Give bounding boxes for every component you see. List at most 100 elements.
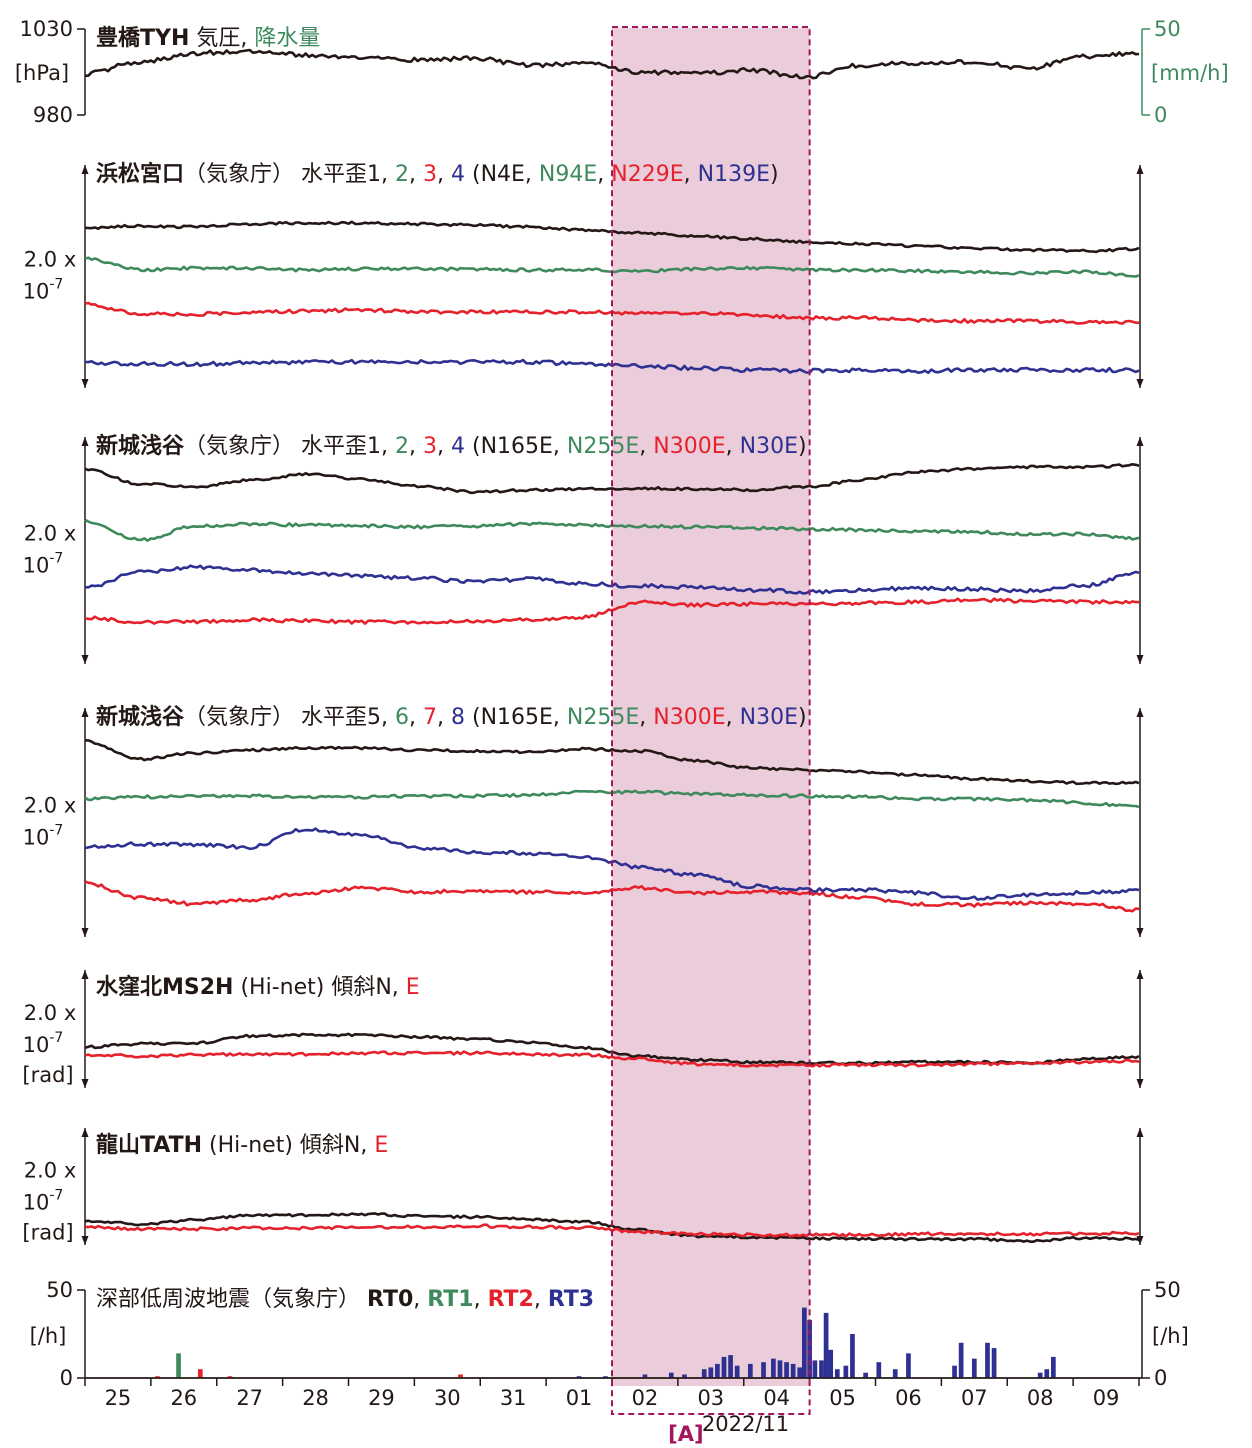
event-bar	[771, 1358, 776, 1378]
panel-7	[155, 1307, 1056, 1378]
title-part: （気象庁） 水平歪1,	[184, 434, 395, 459]
title-part: (N165E,	[465, 705, 567, 730]
scale-exponent-label: 10-7	[23, 551, 64, 578]
title-part: ,	[437, 434, 451, 459]
scale-label: 2.0 x	[24, 1001, 77, 1025]
title-part: ,	[437, 162, 451, 187]
event-bar	[715, 1363, 720, 1378]
title-part: N94E	[539, 162, 597, 187]
left-tick-label: 0	[60, 1366, 73, 1390]
event-bar	[797, 1367, 803, 1378]
event-bar	[728, 1355, 733, 1378]
title-part: 新城浅谷	[96, 433, 185, 459]
event-bar	[176, 1353, 181, 1378]
scale-exponent-label: 10-7	[23, 1030, 64, 1057]
event-bar	[747, 1363, 753, 1378]
title-part: (Hi-net) 傾斜N,	[233, 975, 405, 1000]
highlight-fill	[612, 28, 810, 1386]
arrow-head-down	[1136, 379, 1144, 388]
series-line-red	[84, 1050, 1140, 1068]
right-tick-label: 0	[1154, 1366, 1167, 1390]
panel-3-labels: 新城浅谷（気象庁） 水平歪1, 2, 3, 4 (N165E, N255E, N…	[23, 433, 807, 577]
scale-label: 2.0 x	[24, 1159, 77, 1183]
event-bar	[197, 1369, 203, 1378]
arrow-head-down	[1136, 655, 1144, 664]
event-bar	[668, 1372, 674, 1378]
title-part: (N4E,	[465, 162, 539, 187]
title-part: )	[798, 705, 807, 730]
panel-title: 浜松宮口（気象庁） 水平歪1, 2, 3, 4 (N4E, N94E, N229…	[96, 161, 779, 187]
title-part: (N165E,	[465, 434, 567, 459]
title-part: ,	[409, 705, 423, 730]
left-unit: [hPa]	[15, 61, 69, 85]
panel-title: 新城浅谷（気象庁） 水平歪1, 2, 3, 4 (N165E, N255E, N…	[96, 433, 807, 459]
arrow-head-down	[1136, 1079, 1144, 1088]
event-bar	[1051, 1356, 1056, 1378]
panel-2-labels: 浜松宮口（気象庁） 水平歪1, 2, 3, 4 (N4E, N94E, N229…	[23, 161, 779, 303]
left-tick-label: 50	[46, 1278, 73, 1302]
title-part: 3	[423, 162, 437, 187]
arrow-head-up	[1136, 437, 1144, 446]
event-bar	[834, 1369, 840, 1378]
title-part: ,	[684, 162, 698, 187]
title-part: （気象庁） 水平歪5,	[184, 705, 395, 730]
event-bar	[1037, 1372, 1043, 1378]
title-part: ,	[726, 705, 740, 730]
event-bar	[876, 1362, 882, 1378]
title-part: 8	[451, 705, 465, 730]
left-tick-label: 1030	[20, 17, 73, 41]
arrow-head-down	[81, 1079, 89, 1088]
event-bar	[802, 1307, 807, 1378]
arrow-head-down	[81, 655, 89, 664]
event-bar	[603, 1376, 608, 1378]
arrow-head-down	[81, 1236, 89, 1245]
event-bar	[682, 1374, 687, 1378]
title-part: ,	[639, 705, 653, 730]
x-tick-label: 05	[829, 1386, 856, 1410]
event-bar	[828, 1349, 834, 1378]
title-part: 浜松宮口	[96, 161, 184, 187]
event-bar	[892, 1369, 898, 1378]
arrow-head-down	[1136, 1236, 1144, 1245]
title-part: 龍山TATH	[96, 1132, 202, 1158]
title-part: )	[770, 162, 779, 187]
event-bar	[155, 1376, 160, 1378]
highlight-band	[612, 28, 810, 1386]
panel-1	[85, 48, 1140, 80]
title-part: )	[798, 434, 807, 459]
x-tick-label: 01	[566, 1386, 593, 1410]
title-part: 4	[451, 162, 465, 187]
left-tick-label: 980	[33, 103, 73, 127]
title-part: N255E	[567, 705, 639, 730]
event-bar	[1044, 1369, 1050, 1378]
scale-label: 2.0 x	[24, 522, 77, 546]
arrow-head-up	[81, 708, 89, 717]
title-part: RT3	[548, 1287, 594, 1312]
scale-exponent: -7	[49, 1030, 63, 1046]
title-part: （気象庁） 水平歪1,	[184, 162, 395, 187]
event-bar	[701, 1369, 707, 1378]
date-label: 2022/11	[702, 1412, 789, 1436]
event-bar	[777, 1360, 783, 1378]
arrow-head-down	[81, 379, 89, 388]
arrow-head-up	[1136, 708, 1144, 717]
event-bar	[958, 1342, 964, 1378]
series-line-black	[84, 739, 1140, 786]
scale-exponent-label: 10-7	[23, 1188, 64, 1215]
arrow-head-down	[81, 928, 89, 937]
title-part: 豊橋TYH	[96, 25, 189, 51]
event-bar	[906, 1353, 911, 1378]
event-bar	[807, 1319, 812, 1378]
scale-unit: [rad]	[22, 1221, 73, 1245]
arrow-head-up	[81, 165, 89, 174]
event-bar	[985, 1342, 990, 1378]
scale-exponent: -7	[49, 277, 63, 293]
arrow-head-up	[81, 1128, 89, 1137]
event-bar	[850, 1334, 855, 1378]
event-bar	[227, 1376, 233, 1378]
event-bar	[708, 1367, 714, 1378]
event-bar	[991, 1348, 997, 1378]
x-tick-label: 27	[236, 1386, 263, 1410]
arrow-head-up	[1136, 1128, 1144, 1137]
right-unit: [mm/h]	[1151, 61, 1229, 85]
